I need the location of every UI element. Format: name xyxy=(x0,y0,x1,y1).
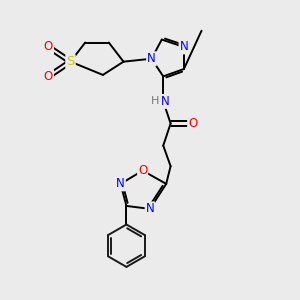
Text: N: N xyxy=(179,40,188,53)
Text: O: O xyxy=(44,70,53,83)
Text: O: O xyxy=(44,40,53,53)
Text: H: H xyxy=(151,96,159,106)
Text: S: S xyxy=(66,55,75,68)
Text: N: N xyxy=(116,177,125,190)
Text: N: N xyxy=(161,95,170,108)
Text: O: O xyxy=(138,164,147,177)
Text: O: O xyxy=(188,117,197,130)
Text: N: N xyxy=(146,202,154,215)
Text: N: N xyxy=(147,52,156,65)
